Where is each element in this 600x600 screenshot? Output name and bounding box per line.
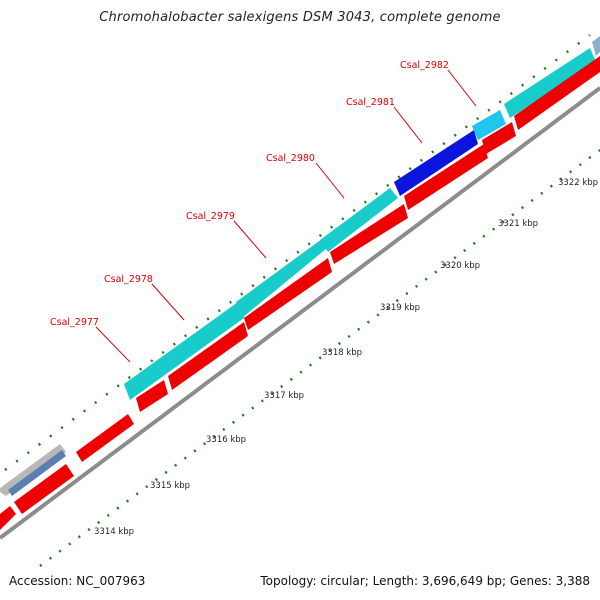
gene-label-csal-2978[interactable]: Csal_2978 — [104, 274, 153, 285]
cds-csal-2978[interactable] — [236, 236, 332, 318]
reverse-strand-track — [0, 56, 600, 530]
gene-label-csal-2980[interactable]: Csal_2980 — [266, 153, 315, 164]
gene-label-csal-2979[interactable]: Csal_2979 — [186, 211, 235, 222]
gene-label-csal-2981[interactable]: Csal_2981 — [346, 97, 395, 108]
kbp-scale: 3314 kbp 3315 kbp 3316 kbp 3317 kbp 3318… — [94, 178, 598, 537]
cds-red-1 — [14, 464, 74, 514]
cds-red-8 — [482, 122, 516, 154]
forward-strand-track — [0, 36, 600, 496]
kbp-label: 3317 kbp — [264, 391, 304, 401]
cds-red-3 — [136, 380, 168, 412]
outer-tick-row — [4, 33, 591, 472]
cds-right-grey — [592, 36, 600, 56]
cds-right-cyan — [504, 48, 596, 118]
cds-csal-2982[interactable] — [472, 110, 506, 140]
leader-csal-2981 — [393, 106, 423, 144]
kbp-label: 3314 kbp — [94, 527, 134, 537]
cds-red-6 — [330, 204, 408, 264]
cds-red-2 — [76, 414, 134, 462]
leader-csal-2977 — [95, 326, 131, 363]
genome-summary-text: Topology: circular; Length: 3,696,649 bp… — [260, 574, 590, 588]
kbp-label: 3318 kbp — [322, 348, 362, 358]
cds-csal-2977[interactable] — [124, 302, 244, 400]
accession-text: Accession: NC_007963 — [9, 574, 146, 588]
backbone-line — [0, 86, 600, 540]
gene-label-csal-2982[interactable]: Csal_2982 — [400, 60, 449, 71]
leader-csal-2980 — [315, 162, 345, 199]
kbp-label: 3320 kbp — [440, 261, 480, 271]
gene-label-leaders — [95, 69, 477, 363]
cds-steelblue-left — [8, 450, 66, 496]
inner-tick-row — [39, 148, 600, 568]
cds-red-5 — [244, 258, 332, 330]
map-title: Chromohalobacter salexigens DSM 3043, co… — [99, 10, 501, 25]
cds-grey-left — [0, 444, 66, 496]
leader-csal-2978 — [151, 283, 185, 321]
kbp-label: 3321 kbp — [498, 219, 538, 229]
cds-red-4 — [168, 322, 248, 390]
cds-red-7 — [404, 144, 488, 210]
kbp-label: 3316 kbp — [206, 435, 246, 445]
leader-csal-2982 — [447, 69, 477, 107]
cds-csal-2979[interactable] — [320, 188, 398, 252]
gene-label-csal-2977[interactable]: Csal_2977 — [50, 317, 99, 328]
kbp-label: 3319 kbp — [380, 303, 420, 313]
cds-red-0 — [0, 506, 16, 530]
cds-csal-2981[interactable] — [394, 130, 478, 196]
leader-csal-2979 — [233, 220, 267, 259]
kbp-label: 3322 kbp — [558, 178, 598, 188]
kbp-label: 3315 kbp — [150, 481, 190, 491]
cds-red-9 — [514, 56, 600, 130]
gene-labels: Csal_2977 Csal_2978 Csal_2979 Csal_2980 … — [50, 60, 449, 328]
